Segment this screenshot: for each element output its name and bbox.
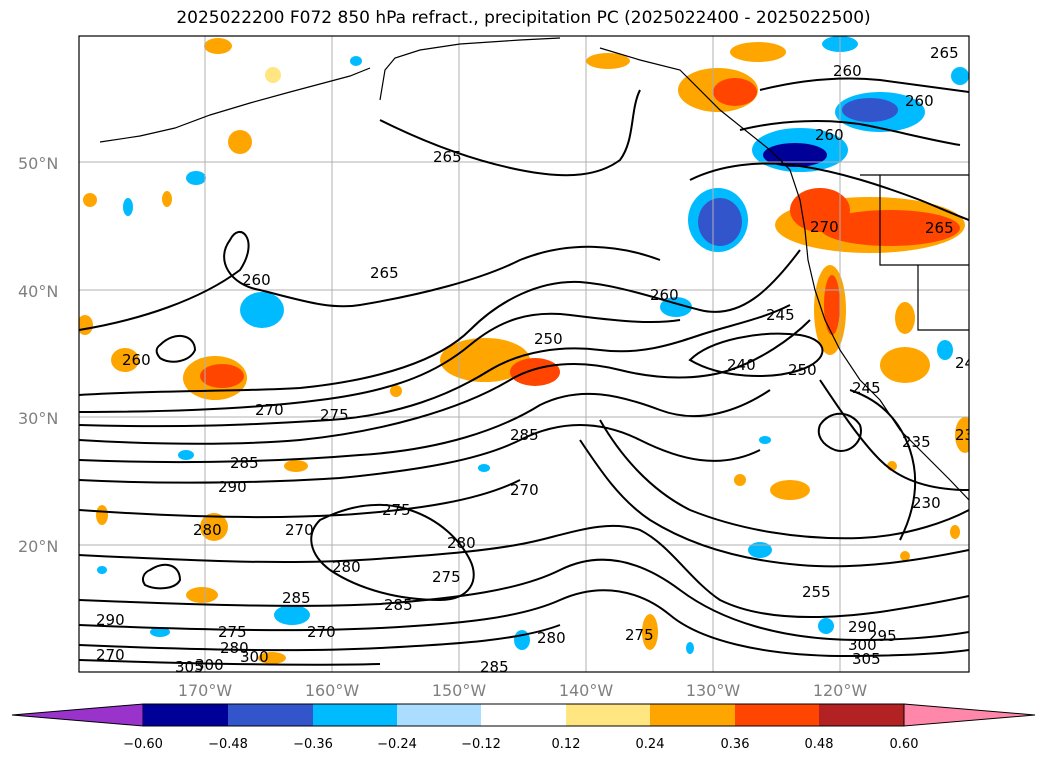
colorbar-tick-label: −0.36 [293,737,333,752]
colorbar-bin [735,704,819,726]
colorbar-tick-label: −0.24 [377,737,417,752]
colorbar-bin [228,704,313,726]
contour-label: 305 [852,650,881,668]
lat-label: 30°N [18,409,58,428]
colorbar-extend-low [11,703,144,727]
colorbar-tick-label: 0.36 [721,737,750,752]
precipitation-shading [79,36,969,664]
lat-label: 40°N [18,282,58,301]
latitude-labels: 50°N 40°N 30°N 20°N [18,154,58,556]
colorbar-bin [566,704,650,726]
contour-label: 245 [852,379,881,397]
contour-label: 285 [230,454,259,472]
refractivity-contours [79,77,969,666]
lon-label: 160°W [305,681,360,700]
contour-label: 280 [537,629,566,647]
contour-label: 260 [242,271,271,289]
contour-label: 260 [905,92,934,110]
contour-label: 270 [810,218,839,236]
contour-label: 270 [285,521,314,539]
contour-label: 265 [925,219,954,237]
colorbar-bin [650,704,735,726]
contour-label: 230 [912,494,941,512]
contour-label: 275 [320,406,349,424]
contour-label: 240 [955,354,984,372]
colorbar-bin [143,704,228,726]
contour-label: 270 [96,646,125,664]
contour-label: 250 [534,330,563,348]
contour-label: 255 [802,583,831,601]
lat-label: 20°N [18,537,58,556]
colorbar-extend-high [903,703,1036,727]
contour-label: 300 [195,656,224,674]
contour-label: 260 [122,351,151,369]
contour-label: 275 [625,626,654,644]
colorbar-bin [397,704,481,726]
contour-label: 275 [218,623,247,641]
contour-label: 260 [833,62,862,80]
contour-label: 285 [480,658,509,676]
contour-label: 300 [240,648,269,666]
map-frame [78,35,970,673]
lon-label: 130°W [686,681,741,700]
contour-label: 235 [902,433,931,451]
contour-label: 270 [255,401,284,419]
contour-label: 260 [815,126,844,144]
contour-label: 280 [332,558,361,576]
contour-label: 265 [433,148,462,166]
contour-label: 290 [218,478,247,496]
contour-label: 280 [447,534,476,552]
contour-label: 290 [848,618,877,636]
colorbar-tick-label: −0.12 [461,737,501,752]
lon-label: 120°W [813,681,868,700]
colorbar-tick-label: 0.60 [890,737,919,752]
contour-label: 245 [766,306,795,324]
contour-label: 250 [788,361,817,379]
colorbar-tick-label: −0.60 [123,737,163,752]
contour-label-group: 265 260 265 260 260 265 260 260 265 270 … [96,44,984,676]
colorbar-tick-label: −0.48 [208,737,248,752]
precip-blob-pos [79,38,969,664]
colorbar-bin [481,704,566,726]
contour-label: 295 [868,627,897,645]
map-title: 2025022200 F072 850 hPa refract., precip… [176,8,871,28]
lon-label: 150°W [432,681,487,700]
contour-label: 280 [220,639,249,657]
contour-label: 260 [650,286,679,304]
colorbar-bin [819,704,904,726]
contour-label: 265 [370,264,399,282]
colorbar-tick-label: 0.12 [552,737,581,752]
contour-label: 270 [307,623,336,641]
lon-label: 170°W [178,681,233,700]
colorbar: −0.60 −0.48 −0.36 −0.24 −0.12 0.12 0.24 … [11,703,1036,752]
lat-label: 50°N [18,154,58,173]
contour-label: 275 [432,568,461,586]
contour-label: 300 [848,636,877,654]
contour-label: 285 [510,426,539,444]
precip-blob-neg [97,36,969,654]
contour-label: 270 [510,481,539,499]
contour-label: 290 [96,611,125,629]
contour-label: 240 [727,356,756,374]
contour-label: 230 [955,426,984,444]
contour-label: 285 [282,589,311,607]
contour-label: 275 [382,501,411,519]
contour-label: 285 [384,596,413,614]
contour-label: 305 [175,658,204,676]
contour-label: 265 [930,44,959,62]
contour-label: 280 [193,521,222,539]
longitude-labels: 170°W 160°W 150°W 140°W 130°W 120°W [178,681,868,700]
colorbar-tick-label: 0.24 [636,737,665,752]
colorbar-tick-label: 0.48 [805,737,834,752]
colorbar-bin [313,704,397,726]
lon-label: 140°W [559,681,614,700]
